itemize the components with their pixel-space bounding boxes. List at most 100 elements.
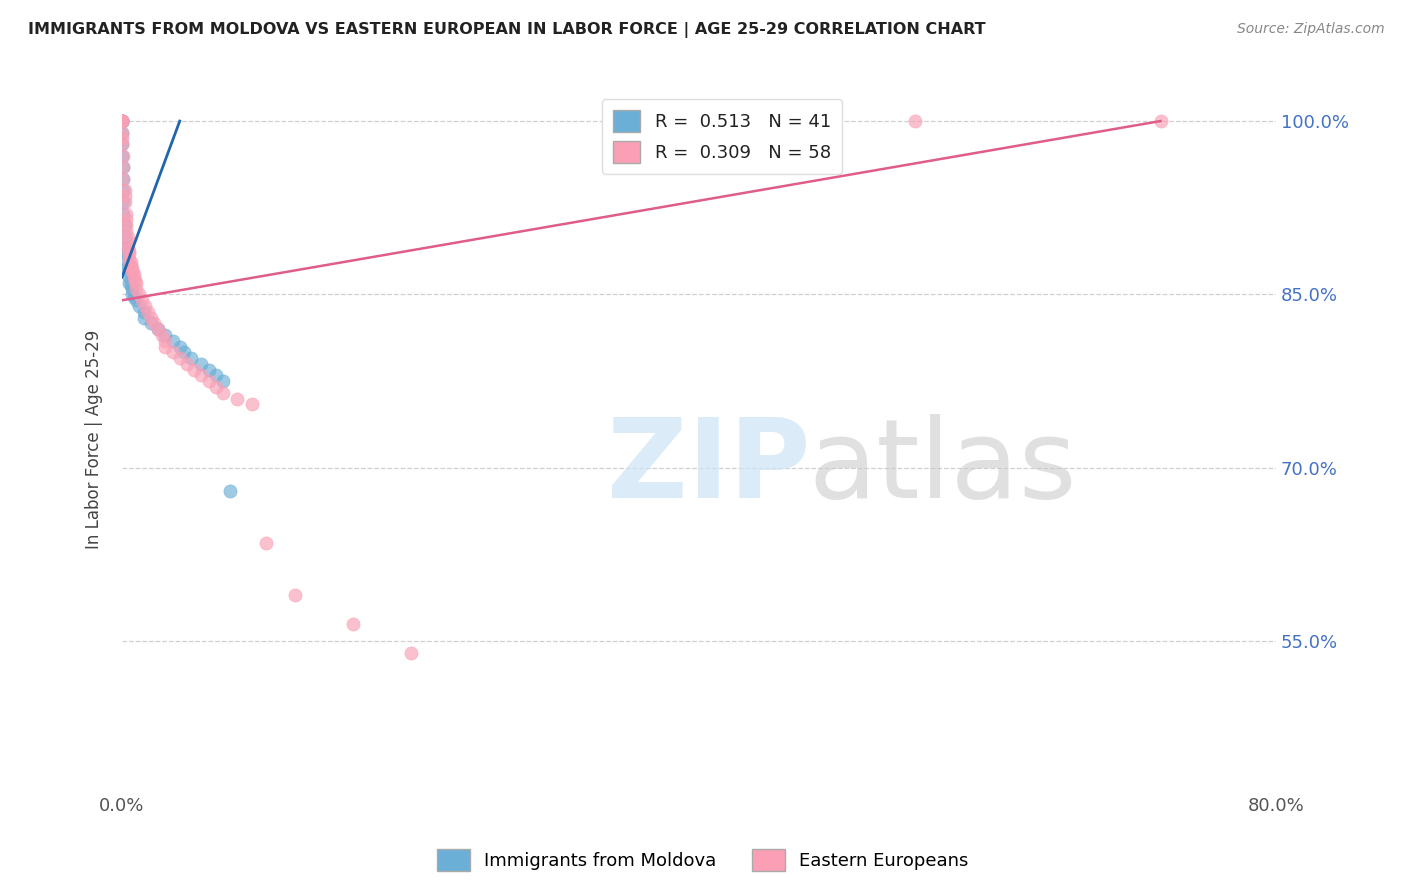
- Point: [111, 126, 134, 140]
- Point: [111, 131, 134, 145]
- Point: [124, 274, 146, 288]
- Point: [169, 339, 191, 353]
- Point: [111, 149, 134, 163]
- Point: [190, 357, 212, 371]
- Point: [117, 235, 139, 250]
- Point: [114, 189, 136, 203]
- Point: [190, 368, 212, 383]
- Point: [155, 339, 177, 353]
- Point: [114, 194, 136, 209]
- Point: [121, 287, 143, 301]
- Point: [173, 345, 195, 359]
- Point: [114, 229, 136, 244]
- Point: [115, 212, 138, 227]
- Point: [197, 374, 219, 388]
- Point: [219, 484, 242, 499]
- Point: [111, 137, 134, 152]
- Point: [111, 114, 134, 128]
- Point: [111, 137, 134, 152]
- Point: [254, 536, 277, 550]
- Point: [128, 299, 150, 313]
- Point: [284, 588, 307, 602]
- Point: [155, 334, 177, 348]
- Point: [111, 114, 134, 128]
- Point: [117, 241, 139, 255]
- Point: [114, 218, 136, 232]
- Legend: Immigrants from Moldova, Eastern Europeans: Immigrants from Moldova, Eastern Europea…: [430, 842, 976, 879]
- Point: [152, 328, 174, 343]
- Point: [240, 397, 263, 411]
- Text: atlas: atlas: [808, 414, 1077, 521]
- Point: [111, 114, 134, 128]
- Point: [117, 259, 139, 273]
- Point: [183, 362, 205, 376]
- Point: [122, 290, 145, 304]
- Point: [120, 259, 142, 273]
- Point: [180, 351, 202, 365]
- Point: [204, 380, 226, 394]
- Y-axis label: In Labor Force | Age 25-29: In Labor Force | Age 25-29: [86, 329, 103, 549]
- Point: [169, 351, 191, 365]
- Point: [118, 247, 141, 261]
- Point: [115, 206, 138, 220]
- Point: [118, 270, 141, 285]
- Point: [120, 278, 142, 293]
- Point: [118, 252, 141, 267]
- Point: [112, 172, 135, 186]
- Point: [121, 282, 143, 296]
- Point: [114, 183, 136, 197]
- Point: [111, 114, 134, 128]
- Point: [114, 241, 136, 255]
- Point: [112, 194, 135, 209]
- Point: [112, 161, 135, 175]
- Point: [142, 317, 165, 331]
- Text: Source: ZipAtlas.com: Source: ZipAtlas.com: [1237, 22, 1385, 37]
- Point: [111, 114, 134, 128]
- Point: [399, 646, 422, 660]
- Point: [155, 328, 177, 343]
- Point: [212, 385, 235, 400]
- Point: [115, 247, 138, 261]
- Text: ZIP: ZIP: [607, 414, 810, 521]
- Point: [162, 345, 184, 359]
- Point: [111, 114, 134, 128]
- Point: [115, 252, 138, 267]
- Point: [120, 255, 142, 269]
- Text: IMMIGRANTS FROM MOLDOVA VS EASTERN EUROPEAN IN LABOR FORCE | AGE 25-29 CORRELATI: IMMIGRANTS FROM MOLDOVA VS EASTERN EUROP…: [28, 22, 986, 38]
- Point: [118, 276, 141, 290]
- Point: [136, 305, 159, 319]
- Point: [118, 244, 141, 258]
- Point: [197, 362, 219, 376]
- Point: [226, 392, 249, 406]
- Point: [117, 264, 139, 278]
- Point: [139, 310, 162, 325]
- Point: [125, 293, 148, 308]
- Point: [121, 264, 143, 278]
- Point: [125, 276, 148, 290]
- Point: [111, 114, 134, 128]
- Point: [112, 206, 135, 220]
- Legend: R =  0.513   N = 41, R =  0.309   N = 58: R = 0.513 N = 41, R = 0.309 N = 58: [602, 99, 842, 174]
- Point: [1149, 114, 1171, 128]
- Point: [342, 617, 364, 632]
- Point: [112, 161, 135, 175]
- Point: [204, 368, 226, 383]
- Point: [122, 270, 145, 285]
- Point: [128, 287, 150, 301]
- Point: [111, 126, 134, 140]
- Point: [176, 357, 198, 371]
- Point: [117, 229, 139, 244]
- Point: [212, 374, 235, 388]
- Point: [132, 305, 155, 319]
- Point: [125, 282, 148, 296]
- Point: [904, 114, 927, 128]
- Point: [115, 224, 138, 238]
- Point: [131, 293, 153, 308]
- Point: [112, 172, 135, 186]
- Point: [122, 267, 145, 281]
- Point: [162, 334, 184, 348]
- Point: [121, 260, 143, 275]
- Point: [132, 310, 155, 325]
- Point: [146, 322, 169, 336]
- Point: [112, 149, 135, 163]
